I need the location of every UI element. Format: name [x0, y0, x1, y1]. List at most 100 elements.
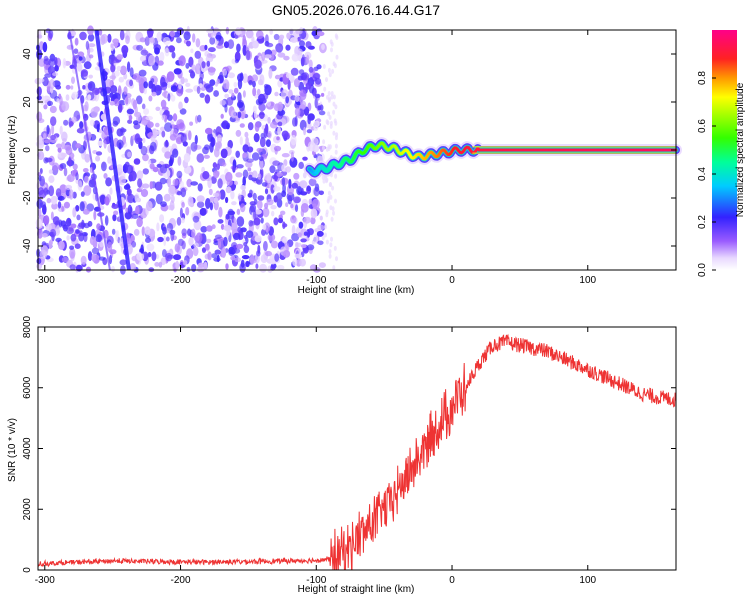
- noise-blob: [57, 195, 65, 201]
- noise-blob: [187, 228, 192, 236]
- noise-blob: [168, 185, 176, 197]
- noise-blob: [93, 210, 97, 221]
- noise-blob: [245, 136, 249, 145]
- noise-blob: [232, 165, 236, 173]
- noise-blob: [67, 174, 75, 183]
- noise-blob: [293, 172, 300, 180]
- noise-blob: [43, 104, 48, 110]
- noise-blob: [266, 101, 272, 107]
- noise-blob: [215, 141, 222, 149]
- noise-blob: [75, 229, 80, 234]
- noise-blob: [144, 226, 151, 235]
- noise-blob: [277, 217, 284, 224]
- noise-blob: [327, 91, 331, 96]
- noise-blob: [276, 136, 280, 141]
- noise-blob: [242, 152, 248, 158]
- noise-blob: [247, 122, 254, 131]
- snr-y-axis-label: SNR (10 * v/v): [7, 418, 18, 482]
- noise-blob: [222, 68, 228, 76]
- noise-blob: [213, 197, 219, 204]
- noise-blob: [188, 56, 194, 68]
- noise-blob: [37, 150, 45, 161]
- noise-blob: [277, 126, 281, 136]
- snr-y-tick-label: 2000: [22, 498, 33, 521]
- noise-blob: [111, 204, 119, 209]
- noise-blob: [255, 263, 259, 270]
- noise-blob: [135, 95, 143, 105]
- noise-blob: [154, 181, 163, 191]
- noise-blob: [179, 207, 183, 219]
- noise-blob: [285, 96, 290, 104]
- noise-blob: [50, 134, 56, 140]
- noise-blob: [69, 121, 74, 127]
- noise-blob: [98, 256, 106, 261]
- noise-blob: [291, 182, 298, 189]
- noise-blob: [84, 175, 89, 184]
- noise-blob: [319, 215, 323, 221]
- noise-blob: [151, 251, 157, 262]
- noise-blob: [310, 216, 316, 225]
- noise-blob: [82, 168, 89, 173]
- noise-blob: [332, 109, 336, 115]
- noise-blob: [300, 203, 309, 213]
- noise-blob: [314, 97, 318, 109]
- snr-x-ticks: -300 -200 -100 0 100: [35, 327, 597, 586]
- noise-blob: [253, 217, 261, 226]
- noise-blob: [245, 29, 254, 39]
- noise-blob: [129, 263, 136, 272]
- noise-blob: [194, 50, 202, 59]
- noise-blob: [320, 92, 325, 97]
- noise-blob: [190, 141, 198, 152]
- noise-blob: [185, 206, 190, 216]
- noise-blob: [220, 148, 228, 159]
- spectrogram-x-ticks: -300 -200 -100 0 100: [35, 30, 597, 286]
- noise-blob: [214, 234, 222, 240]
- noise-blob: [38, 208, 42, 217]
- noise-blob: [308, 198, 313, 205]
- noise-blob: [202, 146, 209, 155]
- noise-blob: [199, 207, 207, 216]
- noise-blob: [66, 235, 70, 241]
- noise-blob: [197, 114, 202, 123]
- spectrogram-x-tick-label: 0: [449, 275, 455, 286]
- noise-blob: [72, 207, 77, 218]
- noise-blob: [101, 33, 108, 44]
- noise-blob: [194, 63, 202, 75]
- noise-blob: [220, 223, 225, 230]
- noise-blob: [136, 44, 144, 51]
- noise-blob: [330, 94, 334, 100]
- noise-blob: [187, 196, 194, 207]
- noise-blob: [71, 140, 78, 151]
- noise-blob: [69, 152, 75, 159]
- snr-y-ticks: 0 2000 4000 6000 8000: [22, 315, 676, 573]
- noise-blob: [157, 60, 164, 66]
- noise-blob: [196, 201, 205, 209]
- noise-blob: [327, 67, 331, 73]
- spectrogram-y-tick-label: 40: [22, 48, 33, 60]
- noise-blob: [314, 93, 321, 99]
- spectrogram-y-tick-label: 20: [22, 96, 33, 108]
- noise-blob: [328, 72, 332, 78]
- noise-blob: [267, 116, 271, 124]
- noise-blob: [219, 189, 226, 200]
- noise-blob: [126, 108, 135, 115]
- noise-blob: [131, 241, 137, 248]
- noise-blob: [77, 63, 83, 72]
- noise-blob: [237, 193, 242, 202]
- noise-blob: [316, 64, 322, 70]
- noise-blob: [126, 188, 132, 196]
- noise-blob: [317, 240, 324, 246]
- noise-blob: [291, 224, 296, 236]
- noise-blob: [116, 139, 124, 149]
- noise-blob: [213, 170, 220, 179]
- noise-blob: [41, 233, 48, 238]
- noise-blob: [63, 167, 68, 177]
- noise-blob: [285, 72, 292, 79]
- noise-blob: [298, 221, 304, 229]
- noise-blob: [170, 195, 175, 203]
- noise-blob: [135, 205, 140, 216]
- noise-blob: [209, 37, 216, 45]
- noise-blob: [269, 121, 278, 129]
- noise-blob: [145, 115, 153, 121]
- noise-blob: [243, 245, 250, 254]
